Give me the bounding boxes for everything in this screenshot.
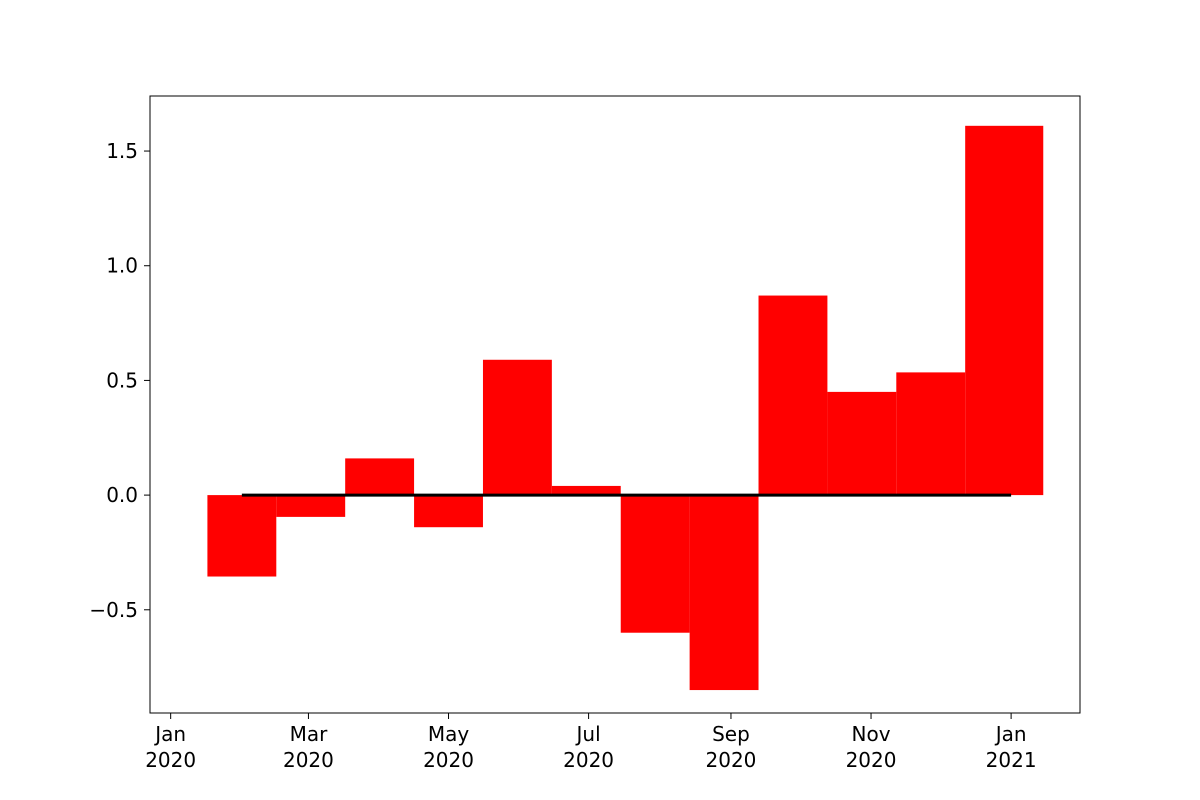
bar-2 xyxy=(276,495,346,517)
bar-11 xyxy=(896,372,966,496)
y-tick-label: −0.5 xyxy=(89,598,138,622)
x-tick-label: Jul 2020 xyxy=(563,722,614,772)
bar-9 xyxy=(758,295,828,496)
bar-8 xyxy=(689,495,759,691)
x-tick-month: Nov xyxy=(852,722,891,746)
bar-1 xyxy=(207,495,277,577)
x-tick-year: 2020 xyxy=(423,748,474,772)
bar-6 xyxy=(551,485,621,496)
bar-5 xyxy=(482,359,552,496)
bar-3 xyxy=(345,458,415,496)
x-tick-month: Jan xyxy=(153,722,186,746)
bar-4 xyxy=(414,495,483,528)
plot-frame xyxy=(149,95,1081,714)
y-tick-label: 0.5 xyxy=(106,368,138,392)
x-tick-label: Jan 2020 xyxy=(145,722,196,772)
y-tick-label: 0.0 xyxy=(106,483,138,507)
bars-layer xyxy=(207,125,1044,691)
x-tick-month: Sep xyxy=(712,722,750,746)
x-tick-label: May 2020 xyxy=(423,722,474,772)
x-tick-label: Jan 2021 xyxy=(986,722,1037,772)
x-tick-year: 2020 xyxy=(846,748,897,772)
y-axis: −0.5 0.0 0.5 1.0 1.5 xyxy=(89,139,150,622)
y-tick-label: 1.5 xyxy=(106,139,138,163)
x-tick-year: 2021 xyxy=(986,748,1037,772)
x-tick-label: Mar 2020 xyxy=(283,722,334,772)
x-tick-label: Nov 2020 xyxy=(846,722,897,772)
y-tick-label: 1.0 xyxy=(106,254,138,278)
x-tick-month: Jan xyxy=(994,722,1027,746)
bar-12 xyxy=(965,125,1044,496)
x-tick-month: May xyxy=(428,722,470,746)
x-tick-month: Jul xyxy=(575,722,601,746)
x-tick-year: 2020 xyxy=(706,748,757,772)
x-tick-year: 2020 xyxy=(283,748,334,772)
x-tick-year: 2020 xyxy=(563,748,614,772)
x-tick-month: Mar xyxy=(290,722,329,746)
x-tick-year: 2020 xyxy=(145,748,196,772)
bar-10 xyxy=(827,391,897,496)
bar-7 xyxy=(620,495,690,633)
x-tick-label: Sep 2020 xyxy=(706,722,757,772)
